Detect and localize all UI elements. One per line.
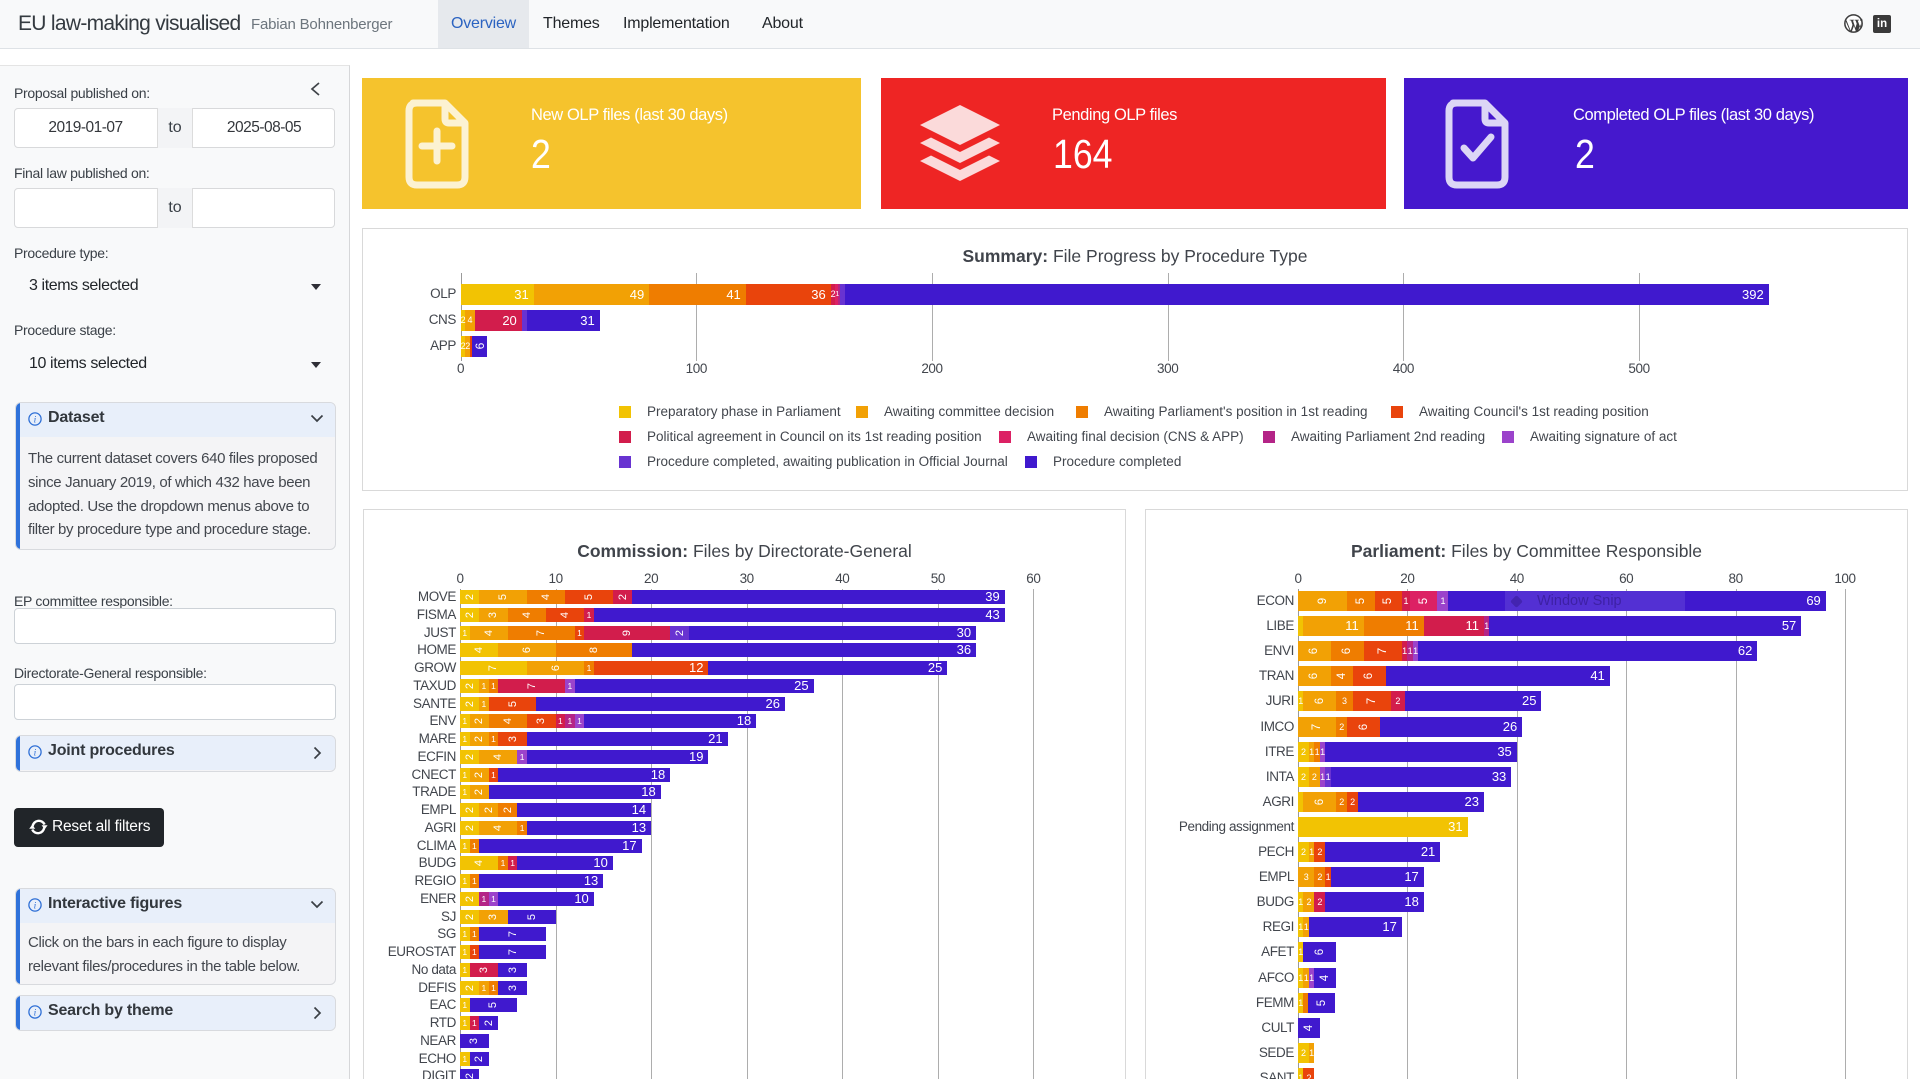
svg-text:i: i (34, 1008, 37, 1018)
svg-text:i: i (34, 748, 37, 758)
svg-text:i: i (34, 901, 37, 911)
svg-text:i: i (34, 415, 37, 425)
